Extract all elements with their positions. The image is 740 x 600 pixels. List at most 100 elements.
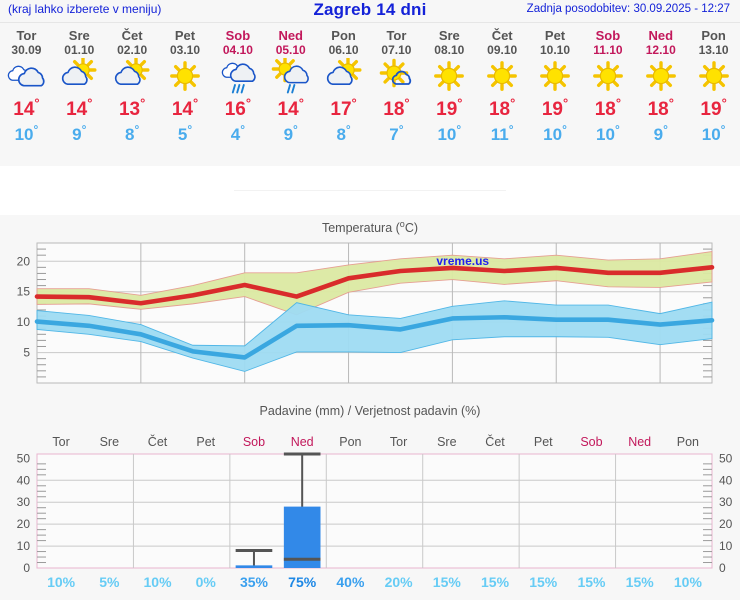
- temperature-max-value: 19: [541, 99, 563, 120]
- precip-day-label: Sre: [437, 435, 457, 449]
- day-name: Ned: [278, 28, 303, 43]
- rain-icon: [211, 57, 264, 97]
- precip-bar: [235, 565, 273, 569]
- precip-probability: 15%: [481, 574, 510, 590]
- forecast-day-column: Pon 06.10 17° 8°: [317, 28, 370, 147]
- forecast-day-column: Čet 09.10 18° 11°: [476, 28, 529, 147]
- precip-probability: 15%: [433, 574, 462, 590]
- precip-probability: 15%: [577, 574, 606, 590]
- day-date: 06.10: [328, 43, 359, 57]
- sunny-icon: [687, 57, 740, 97]
- precip-day-label: Pon: [339, 435, 361, 449]
- temperature-min: 11°: [476, 123, 529, 147]
- degree-sign: °: [240, 122, 245, 137]
- day-name: Pet: [174, 28, 196, 43]
- precip-probability: 15%: [626, 574, 655, 590]
- temperature-max-value: 14: [277, 99, 299, 120]
- temperature-chart-title: Temperatura (oC): [0, 215, 740, 235]
- precipitation-chart-section: Padavine (mm) / Verjetnost padavin (%) T…: [0, 400, 740, 594]
- temperature-min: 8°: [106, 123, 159, 147]
- precip-probability: 0%: [196, 574, 217, 590]
- temperature-max-value: 19: [436, 99, 458, 120]
- temp-axis-tick: 10: [17, 315, 31, 329]
- temperature-min-value: 5: [177, 125, 188, 144]
- temperature-min-value: 4: [230, 125, 241, 144]
- precip-axis-tick-left: 40: [17, 473, 31, 487]
- temperature-min: 4°: [211, 123, 264, 147]
- temperature-max-value: 16: [224, 99, 246, 120]
- temperature-min: 10°: [423, 123, 476, 147]
- precip-day-label: Čet: [485, 434, 505, 449]
- temperature-min: 10°: [581, 123, 634, 147]
- temperature-min-value: 10: [543, 125, 563, 144]
- temp-axis-tick: 5: [23, 346, 30, 360]
- degree-sign: °: [404, 95, 410, 111]
- degree-sign: °: [510, 95, 516, 111]
- forecast-day-column: Pet 10.10 19° 10°: [529, 28, 582, 147]
- forecast-day-column: Sob 11.10 18° 10°: [581, 28, 634, 147]
- temperature-max: 18°: [581, 97, 634, 123]
- temperature-min-value: 10: [14, 125, 34, 144]
- forecast-day-column: Ned 12.10 18° 9°: [634, 28, 687, 147]
- temperature-max: 14°: [0, 97, 53, 123]
- temperature-max: 19°: [529, 97, 582, 123]
- page-header: (kraj lahko izberete v meniju) Zagreb 14…: [0, 0, 740, 22]
- partly-sunny-icon: [106, 57, 159, 97]
- temperature-max-value: 18: [383, 99, 405, 120]
- temperature-min-value: 8: [336, 125, 346, 144]
- temperature-max-value: 14: [66, 99, 88, 120]
- temperature-min: 10°: [0, 123, 53, 147]
- temperature-min-value: 9: [653, 125, 664, 144]
- day-date: 08.10: [434, 43, 465, 57]
- partly-sunny-icon: [53, 57, 106, 97]
- temperature-title-main: Temperatura (: [321, 221, 400, 236]
- precip-day-label: Pon: [677, 435, 699, 449]
- day-name: Čet: [121, 28, 143, 43]
- day-date: 07.10: [381, 43, 412, 57]
- degree-sign: °: [663, 122, 668, 137]
- temperature-max-value: 18: [488, 99, 511, 120]
- temperature-min-value: 7: [389, 125, 399, 144]
- day-date: 13.10: [698, 43, 729, 57]
- day-date: 03.10: [169, 43, 201, 57]
- precip-day-label: Pet: [196, 435, 215, 449]
- forecast-day-column: Sre 01.10 14° 9°: [53, 28, 106, 147]
- degree-sign: °: [668, 95, 674, 111]
- day-name: Pon: [701, 28, 726, 43]
- precip-axis-tick-right: 0: [719, 561, 726, 575]
- temperature-min-value: 11: [490, 125, 509, 144]
- precip-axis-tick-right: 10: [719, 539, 733, 553]
- day-name: Ned: [648, 28, 674, 43]
- temperature-min-value: 10: [596, 125, 615, 144]
- section-divider: [0, 166, 740, 215]
- day-name: Pet: [544, 28, 566, 43]
- partly-sunny-icon: [317, 57, 370, 97]
- degree-sign: °: [192, 95, 199, 111]
- day-date: 01.10: [64, 43, 95, 57]
- forecast-day-column: Čet 02.10 13° 8°: [106, 28, 159, 147]
- temperature-max-value: 18: [594, 99, 616, 120]
- watermark: vreme.us: [436, 254, 489, 268]
- degree-sign: °: [562, 95, 569, 111]
- forecast-day-column: Pon 13.10 19° 10°: [687, 28, 740, 147]
- degree-sign: °: [293, 122, 298, 137]
- day-date: 12.10: [645, 43, 676, 57]
- divider-line: [234, 190, 506, 191]
- temperature-max-value: 13: [118, 99, 141, 120]
- degree-sign: °: [81, 122, 87, 137]
- forecast-strip: Tor 30.09 14° 10° Sre 01.10 14° 9° Čet 02.10 13…: [0, 22, 740, 166]
- day-date: 09.10: [487, 43, 518, 57]
- precip-day-label: Ned: [291, 435, 314, 449]
- precip-axis-tick-left: 10: [17, 539, 31, 553]
- temperature-min-value: 10: [701, 125, 721, 144]
- precip-axis-tick-right: 50: [719, 452, 733, 466]
- temperature-max: 19°: [423, 97, 476, 123]
- degree-sign: °: [614, 122, 620, 137]
- cloudy-icon: [0, 57, 53, 97]
- temperature-max: 13°: [106, 97, 159, 123]
- temperature-max: 18°: [370, 97, 423, 123]
- precipitation-chart-title: Padavine (mm) / Verjetnost padavin (%): [259, 404, 481, 419]
- forecast-day-column: Tor 30.09 14° 10°: [0, 28, 53, 147]
- degree-sign: °: [187, 122, 193, 137]
